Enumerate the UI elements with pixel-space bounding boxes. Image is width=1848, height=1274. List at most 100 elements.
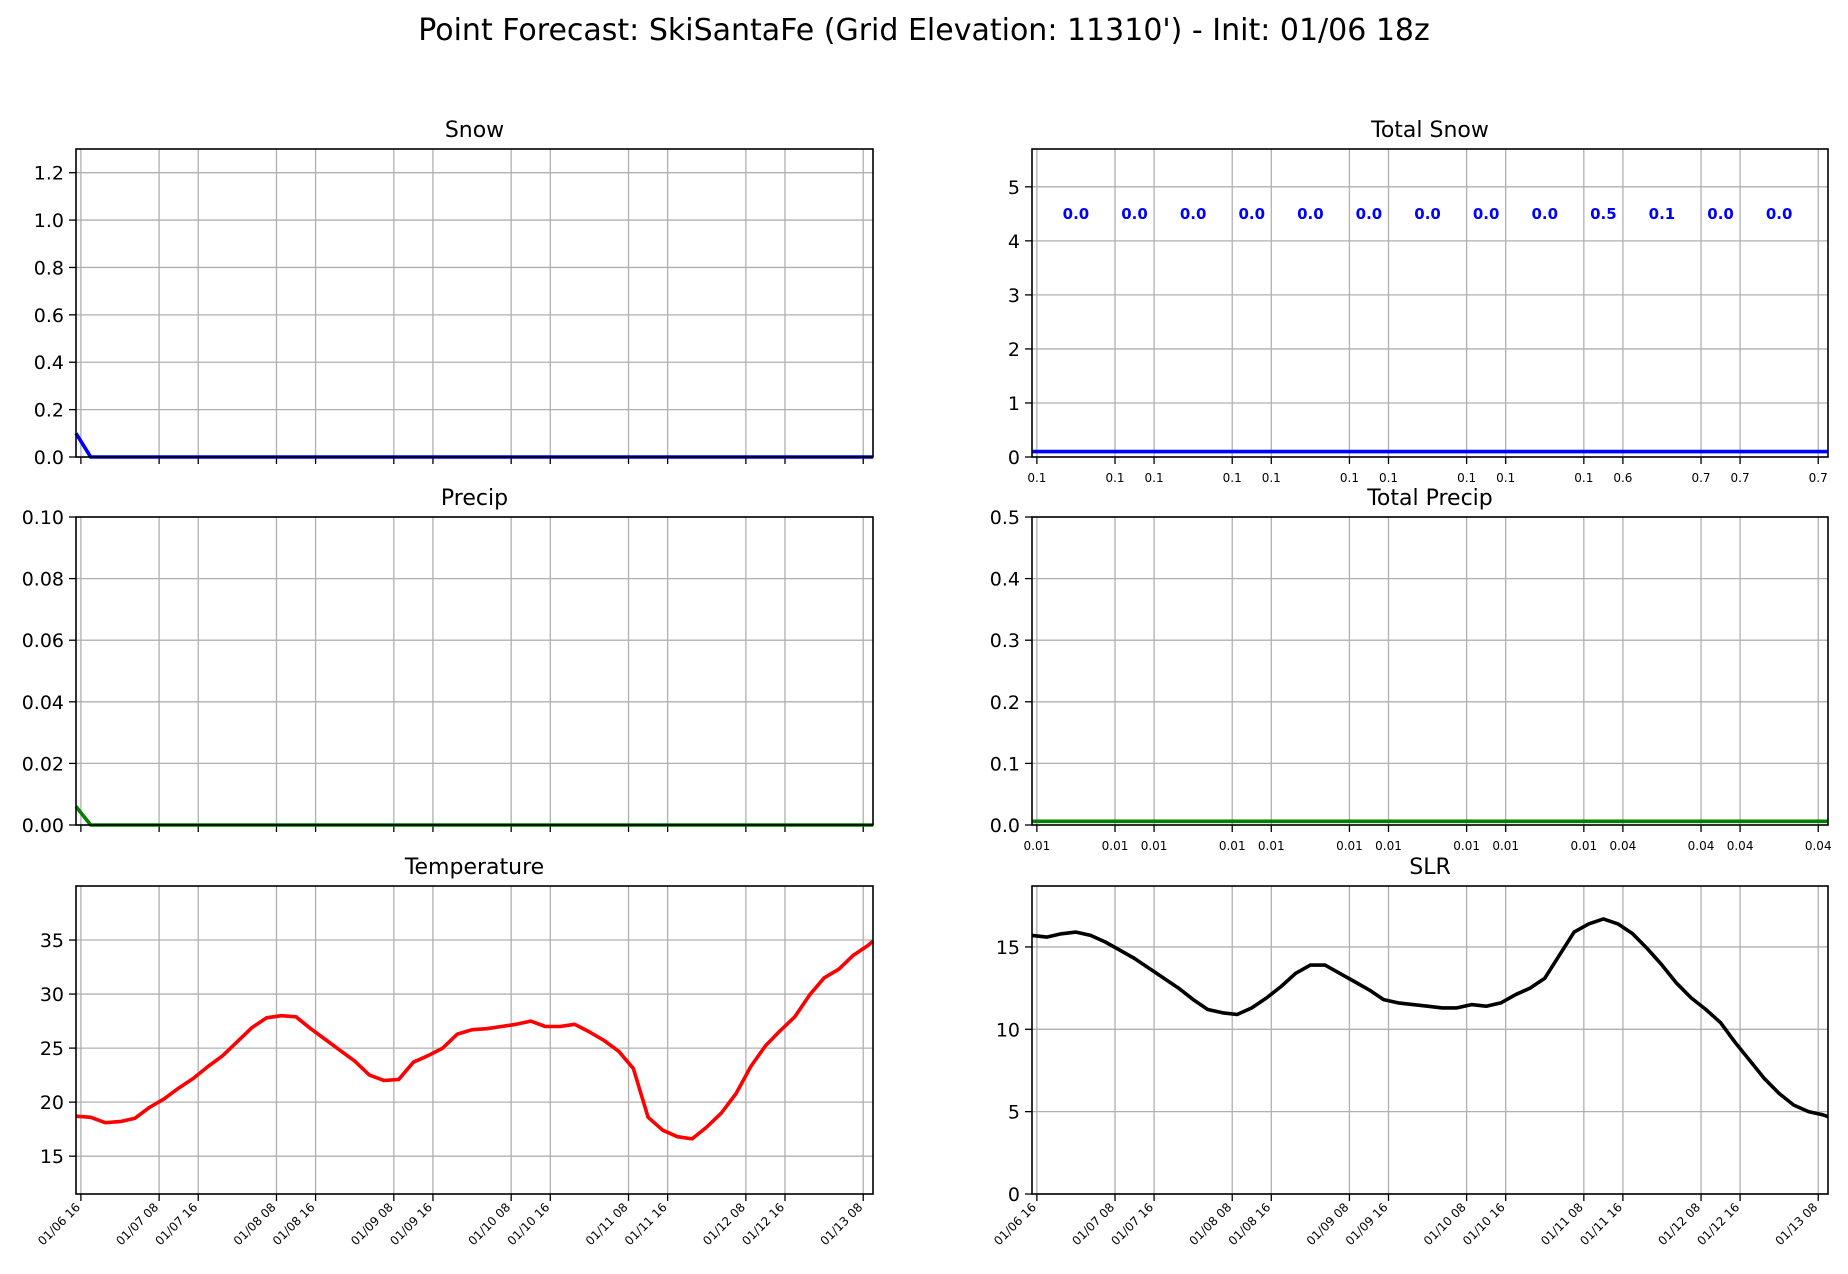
date-tick-label: 01/09 16 [387, 1200, 435, 1248]
y-tick-label: 0.4 [34, 352, 64, 374]
date-tick-label: 01/11 16 [1577, 1200, 1625, 1248]
y-tick-label: 0.00 [22, 815, 64, 837]
cumulative-tick-label: 0.01 [1453, 839, 1480, 853]
y-tick-label: 1.0 [34, 210, 64, 232]
cumulative-tick-label: 0.04 [1805, 839, 1832, 853]
y-tick-label: 1 [1008, 393, 1020, 415]
date-tick-label: 01/09 16 [1343, 1200, 1391, 1248]
y-tick-label: 15 [40, 1146, 64, 1168]
total-precip-chart: Total Precip 0.0 0.1 0.2 0.3 0.4 0.5 0.01 0.01 0.… [990, 486, 1832, 853]
chart-title: SLR [1409, 855, 1451, 880]
cumulative-tick-label: 0.01 [1375, 839, 1402, 853]
daily-total-label: 0.0 [1414, 205, 1441, 223]
y-tick-label: 0 [1008, 447, 1020, 469]
cumulative-tick-label: 0.04 [1610, 839, 1637, 853]
cumulative-tick-label: 0.01 [1024, 839, 1051, 853]
daily-total-label: 0.5 [1590, 205, 1617, 223]
cumulative-tick-label: 0.04 [1727, 839, 1754, 853]
cumulative-tick-label: 0.1 [1105, 471, 1124, 485]
cumulative-tick-label: 0.01 [1336, 839, 1363, 853]
y-tick-label: 0.4 [990, 569, 1020, 591]
chart-panels: Snow 0.0 0.2 0.4 0.6 0.8 1.0 1.2 Total Snow 0 1 2 3 4… [22, 118, 1832, 1248]
chart-title: Temperature [404, 855, 544, 880]
slr-series-line [1031, 917, 1829, 1119]
y-tick-label: 25 [40, 1038, 64, 1060]
temperature-series-line [75, 939, 875, 1141]
daily-total-label: 0.0 [1063, 205, 1090, 223]
y-tick-label: 0.8 [34, 257, 64, 279]
y-tick-label: 0.0 [990, 815, 1020, 837]
date-tick-label: 01/13 08 [1773, 1200, 1821, 1248]
date-tick-label: 01/06 16 [991, 1200, 1039, 1248]
y-tick-label: 0.5 [990, 507, 1020, 529]
y-tick-label: 4 [1008, 231, 1020, 253]
chart-title: Total Snow [1370, 118, 1489, 143]
y-tick-label: 0.2 [990, 692, 1020, 714]
y-tick-label: 15 [996, 937, 1020, 959]
cumulative-tick-label: 0.1 [1496, 471, 1515, 485]
cumulative-tick-label: 0.1 [1574, 471, 1593, 485]
daily-total-label: 0.0 [1531, 205, 1558, 223]
chart-title: Precip [441, 486, 508, 511]
cumulative-tick-label: 0.6 [1613, 471, 1632, 485]
y-tick-label: 0 [1008, 1184, 1020, 1206]
y-tick-label: 0.04 [22, 692, 64, 714]
cumulative-tick-label: 0.1 [1145, 471, 1164, 485]
date-tick-label: 01/07 16 [153, 1200, 201, 1248]
cumulative-tick-label: 0.01 [1141, 839, 1168, 853]
y-tick-label: 10 [996, 1019, 1020, 1041]
y-tick-label: 0.08 [22, 569, 64, 591]
date-tick-label: 01/06 16 [35, 1200, 83, 1248]
daily-total-label: 0.0 [1180, 205, 1207, 223]
date-tick-label: 01/12 16 [739, 1200, 787, 1248]
y-tick-label: 0.2 [34, 400, 64, 422]
plot-frame [75, 516, 874, 826]
y-tick-label: 0.1 [990, 753, 1020, 775]
snow-chart: Snow 0.0 0.2 0.4 0.6 0.8 1.0 1.2 [34, 118, 874, 469]
y-tick-label: 0.0 [34, 447, 64, 469]
daily-total-label: 0.0 [1238, 205, 1265, 223]
plot-frame [75, 148, 874, 458]
cumulative-tick-label: 0.1 [1379, 471, 1398, 485]
cumulative-tick-label: 0.01 [1219, 839, 1246, 853]
y-tick-label: 30 [40, 984, 64, 1006]
plot-frame [1031, 516, 1829, 826]
y-tick-label: 0.3 [990, 630, 1020, 652]
cumulative-tick-label: 0.01 [1258, 839, 1285, 853]
daily-total-label: 0.0 [1356, 205, 1383, 223]
date-tick-label: 01/13 08 [817, 1200, 865, 1248]
daily-total-label: 0.0 [1766, 205, 1793, 223]
y-tick-label: 0.10 [22, 507, 64, 529]
cumulative-tick-label: 0.01 [1570, 839, 1597, 853]
figure-title: Point Forecast: SkiSantaFe (Grid Elevati… [418, 13, 1430, 48]
y-tick-label: 0.6 [34, 305, 64, 327]
plot-frame [75, 885, 874, 1195]
precip-series-line [74, 805, 873, 827]
plot-frame [1031, 885, 1829, 1195]
y-tick-label: 2 [1008, 339, 1020, 361]
precip-chart: Precip 0.00 0.02 0.04 0.06 0.08 0.10 [22, 486, 874, 837]
chart-title: Snow [445, 118, 504, 143]
total-snow-chart: Total Snow 0 1 2 3 4 5 0.0 0.0 0.0 0.0 0.0 0.0 0.0 0.0… [1008, 118, 1829, 485]
date-tick-label: 01/08 16 [270, 1200, 318, 1248]
y-tick-label: 3 [1008, 285, 1020, 307]
y-tick-label: 0.02 [22, 753, 64, 775]
date-tick-label: 01/07 16 [1108, 1200, 1156, 1248]
y-tick-label: 0.06 [22, 630, 64, 652]
daily-total-label: 0.0 [1297, 205, 1324, 223]
cumulative-tick-label: 0.7 [1691, 471, 1710, 485]
daily-total-label: 0.1 [1649, 205, 1676, 223]
snow-series-line [74, 432, 873, 459]
date-tick-label: 01/10 16 [1460, 1200, 1508, 1248]
cumulative-tick-label: 0.1 [1027, 471, 1046, 485]
cumulative-tick-label: 0.1 [1262, 471, 1281, 485]
y-tick-label: 5 [1008, 1102, 1020, 1124]
cumulative-tick-label: 0.01 [1492, 839, 1519, 853]
plot-frame [1031, 148, 1829, 458]
daily-total-label: 0.0 [1473, 205, 1500, 223]
y-tick-label: 35 [40, 930, 64, 952]
cumulative-tick-label: 0.7 [1809, 471, 1828, 485]
